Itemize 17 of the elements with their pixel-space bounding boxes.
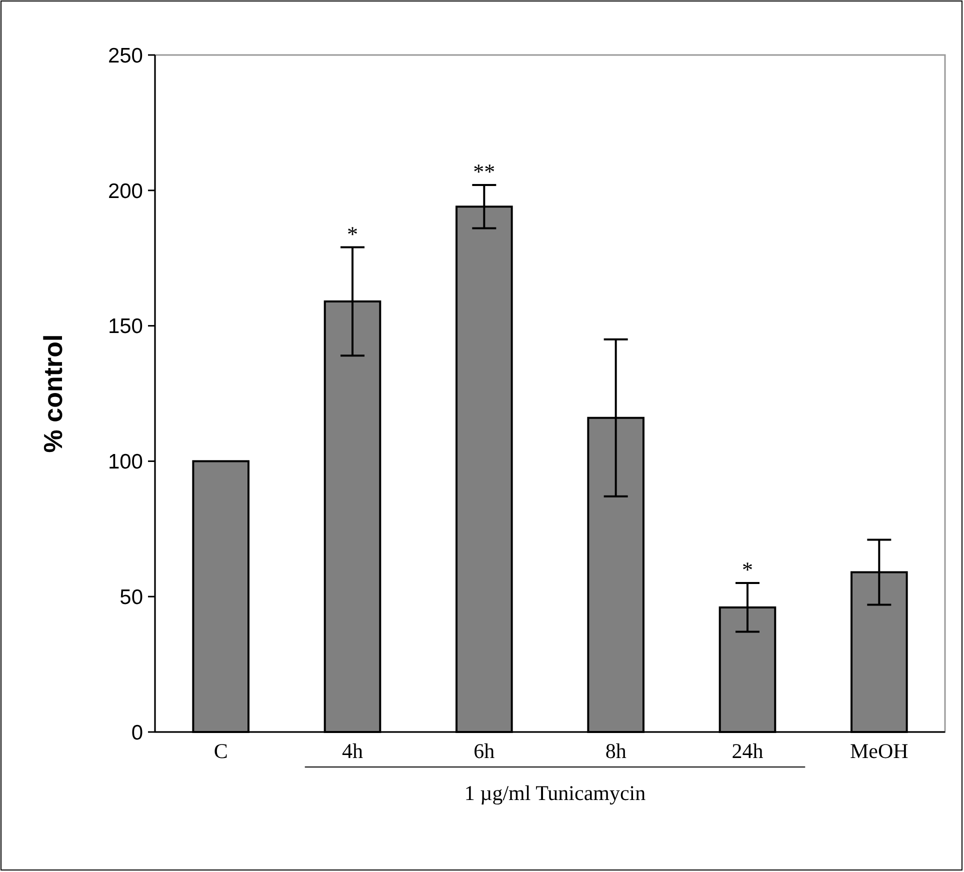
x-tick-label: 6h (474, 739, 496, 763)
annotation: * (742, 557, 753, 582)
y-tick-label: 0 (131, 721, 143, 744)
x-tick-label: 8h (605, 739, 627, 763)
annotation: * (347, 221, 358, 246)
y-tick-label: 50 (120, 586, 143, 609)
x-tick-label: 24h (732, 739, 764, 763)
x-tick-label: 4h (342, 739, 364, 763)
y-tick-label: 100 (108, 450, 143, 474)
x-tick-label: C (214, 739, 228, 763)
y-tick-label: 150 (108, 315, 143, 338)
text: 1 µg/ml Tunicamycin (464, 781, 646, 805)
x-tick-label: MeOH (850, 739, 908, 763)
y-axis-title: % control (38, 334, 68, 453)
annotation: ** (473, 158, 496, 184)
y-tick-label: 200 (108, 180, 143, 203)
y-tick-label: 250 (108, 44, 143, 68)
